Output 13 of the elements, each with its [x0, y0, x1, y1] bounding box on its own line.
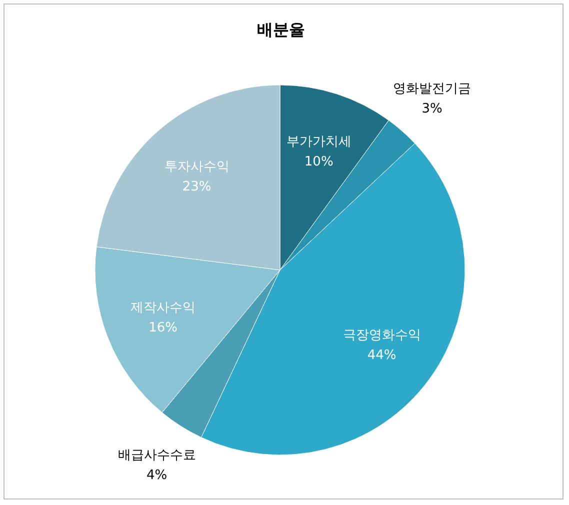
slice-label: 배급사수수료 — [118, 448, 196, 464]
data-label: 44% — [367, 348, 396, 363]
slice-label: 극장영화수익 — [342, 328, 421, 343]
slice-label: 제작사수익 — [130, 300, 196, 316]
data-label: 16% — [148, 320, 178, 336]
slice-label: 부가가치세 — [286, 134, 352, 150]
data-label: 3% — [422, 101, 442, 116]
slice-label: 투자사수익 — [164, 160, 230, 175]
data-label: 4% — [146, 468, 168, 484]
chart-title: 배분율 — [257, 20, 305, 39]
data-label: 23% — [182, 180, 212, 195]
data-label: 10% — [304, 154, 334, 170]
slice-label: 영화발전기금 — [393, 81, 472, 96]
